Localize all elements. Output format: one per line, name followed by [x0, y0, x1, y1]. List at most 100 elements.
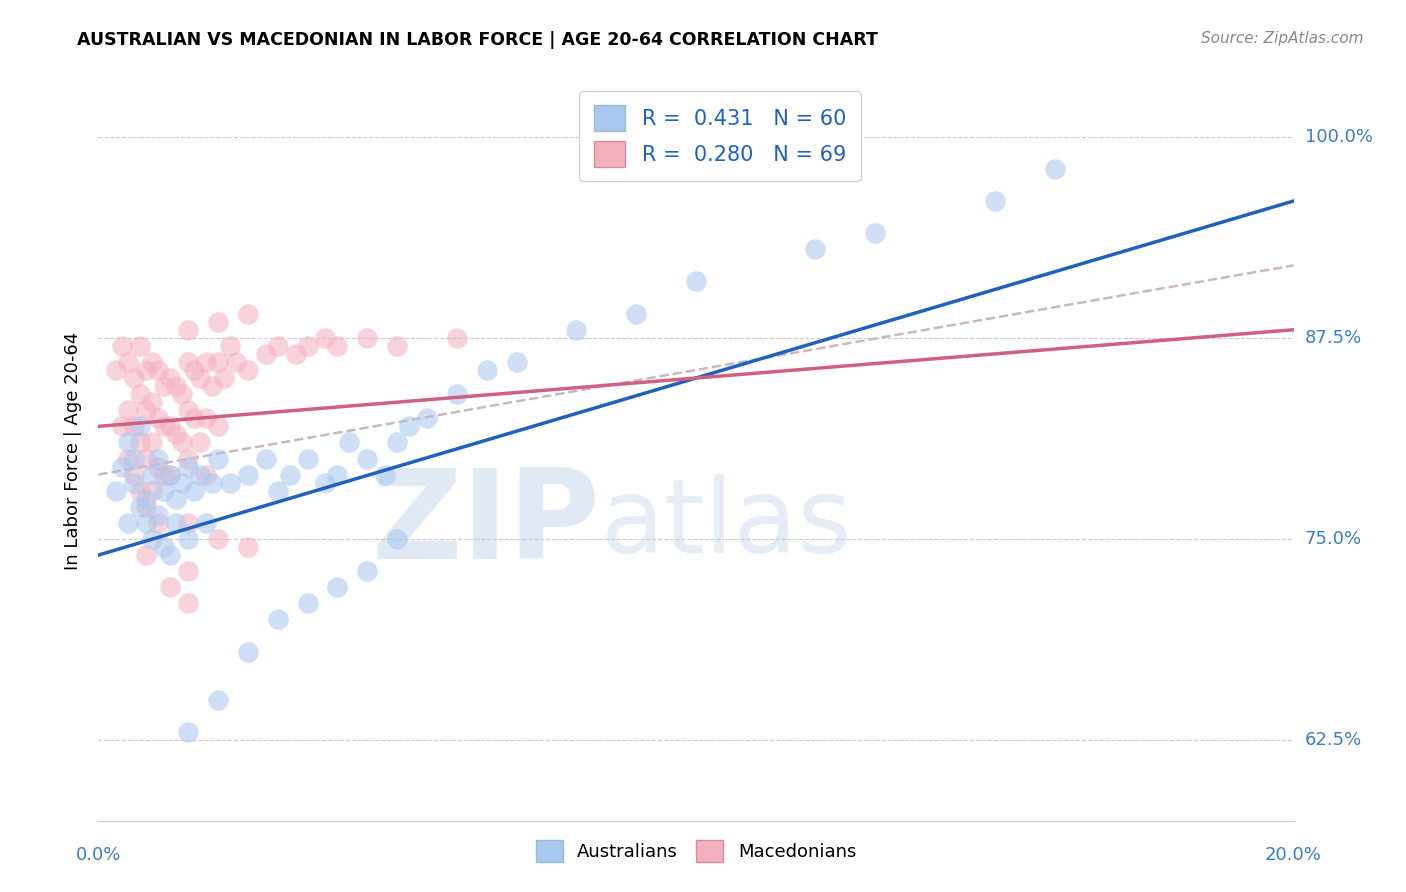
Point	[124, 467, 146, 482]
Point	[356, 564, 378, 578]
Point	[172, 387, 194, 401]
Point	[124, 475, 146, 490]
Point	[236, 540, 259, 554]
Point	[135, 516, 157, 530]
Point	[117, 435, 139, 450]
Point	[315, 331, 337, 345]
Text: 20.0%: 20.0%	[1265, 846, 1322, 863]
Point	[129, 339, 152, 353]
Point	[129, 500, 152, 514]
Point	[124, 451, 146, 466]
Point	[236, 307, 259, 321]
Text: Source: ZipAtlas.com: Source: ZipAtlas.com	[1201, 31, 1364, 46]
Point	[177, 403, 200, 417]
Point	[159, 580, 181, 594]
Point	[865, 226, 887, 240]
Point	[153, 419, 176, 434]
Point	[117, 516, 139, 530]
Point	[225, 355, 247, 369]
Point	[105, 483, 128, 498]
Point	[385, 532, 409, 546]
Point	[135, 548, 157, 562]
Point	[141, 435, 163, 450]
Point	[267, 339, 290, 353]
Legend: Australians, Macedonians: Australians, Macedonians	[527, 830, 865, 871]
Point	[177, 532, 200, 546]
Point	[297, 339, 319, 353]
Point	[1043, 161, 1066, 176]
Point	[141, 355, 163, 369]
Point	[236, 467, 259, 482]
Point	[148, 516, 170, 530]
Text: AUSTRALIAN VS MACEDONIAN IN LABOR FORCE | AGE 20-64 CORRELATION CHART: AUSTRALIAN VS MACEDONIAN IN LABOR FORCE …	[77, 31, 879, 49]
Point	[165, 427, 187, 442]
Point	[565, 323, 588, 337]
Point	[165, 516, 187, 530]
Point	[626, 307, 648, 321]
Point	[105, 363, 128, 377]
Point	[111, 459, 134, 474]
Point	[278, 467, 301, 482]
Point	[254, 347, 277, 361]
Point	[129, 435, 152, 450]
Point	[148, 459, 170, 474]
Text: 100.0%: 100.0%	[1305, 128, 1372, 145]
Point	[177, 596, 200, 610]
Point	[219, 475, 242, 490]
Point	[326, 339, 349, 353]
Point	[124, 419, 146, 434]
Point	[141, 467, 163, 482]
Point	[195, 411, 218, 425]
Point	[236, 645, 259, 659]
Text: 0.0%: 0.0%	[76, 846, 121, 863]
Point	[385, 435, 409, 450]
Point	[416, 411, 439, 425]
Point	[219, 339, 242, 353]
Point	[385, 339, 409, 353]
Point	[141, 395, 163, 409]
Point	[177, 516, 200, 530]
Point	[804, 242, 827, 256]
Point	[159, 419, 181, 434]
Point	[183, 363, 205, 377]
Text: 75.0%: 75.0%	[1305, 530, 1362, 548]
Point	[207, 693, 229, 707]
Point	[207, 419, 229, 434]
Point	[177, 451, 200, 466]
Point	[297, 451, 319, 466]
Point	[212, 371, 235, 385]
Point	[315, 475, 337, 490]
Point	[117, 451, 139, 466]
Point	[356, 451, 378, 466]
Point	[159, 467, 181, 482]
Point	[207, 451, 229, 466]
Point	[159, 371, 181, 385]
Point	[254, 451, 277, 466]
Point	[475, 363, 498, 377]
Text: atlas: atlas	[600, 474, 852, 575]
Point	[129, 419, 152, 434]
Point	[129, 483, 152, 498]
Point	[177, 355, 200, 369]
Point	[183, 411, 205, 425]
Point	[446, 331, 468, 345]
Point	[326, 580, 349, 594]
Point	[446, 387, 468, 401]
Point	[111, 419, 134, 434]
Point	[135, 491, 157, 506]
Point	[236, 363, 259, 377]
Point	[339, 435, 361, 450]
Point	[172, 435, 194, 450]
Point	[165, 379, 187, 393]
Point	[297, 596, 319, 610]
Point	[159, 548, 181, 562]
Point	[111, 339, 134, 353]
Point	[685, 275, 707, 289]
Point	[201, 475, 224, 490]
Point	[148, 411, 170, 425]
Point	[172, 475, 194, 490]
Point	[284, 347, 307, 361]
Point	[135, 451, 157, 466]
Point	[188, 435, 211, 450]
Point	[398, 419, 420, 434]
